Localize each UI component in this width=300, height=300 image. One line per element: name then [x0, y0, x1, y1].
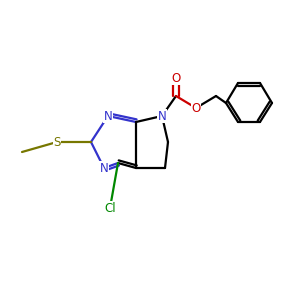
- Text: N: N: [100, 161, 108, 175]
- Text: S: S: [53, 136, 61, 148]
- Text: O: O: [191, 101, 201, 115]
- Text: O: O: [171, 71, 181, 85]
- Text: N: N: [158, 110, 166, 122]
- Text: Cl: Cl: [104, 202, 116, 214]
- Text: N: N: [103, 110, 112, 122]
